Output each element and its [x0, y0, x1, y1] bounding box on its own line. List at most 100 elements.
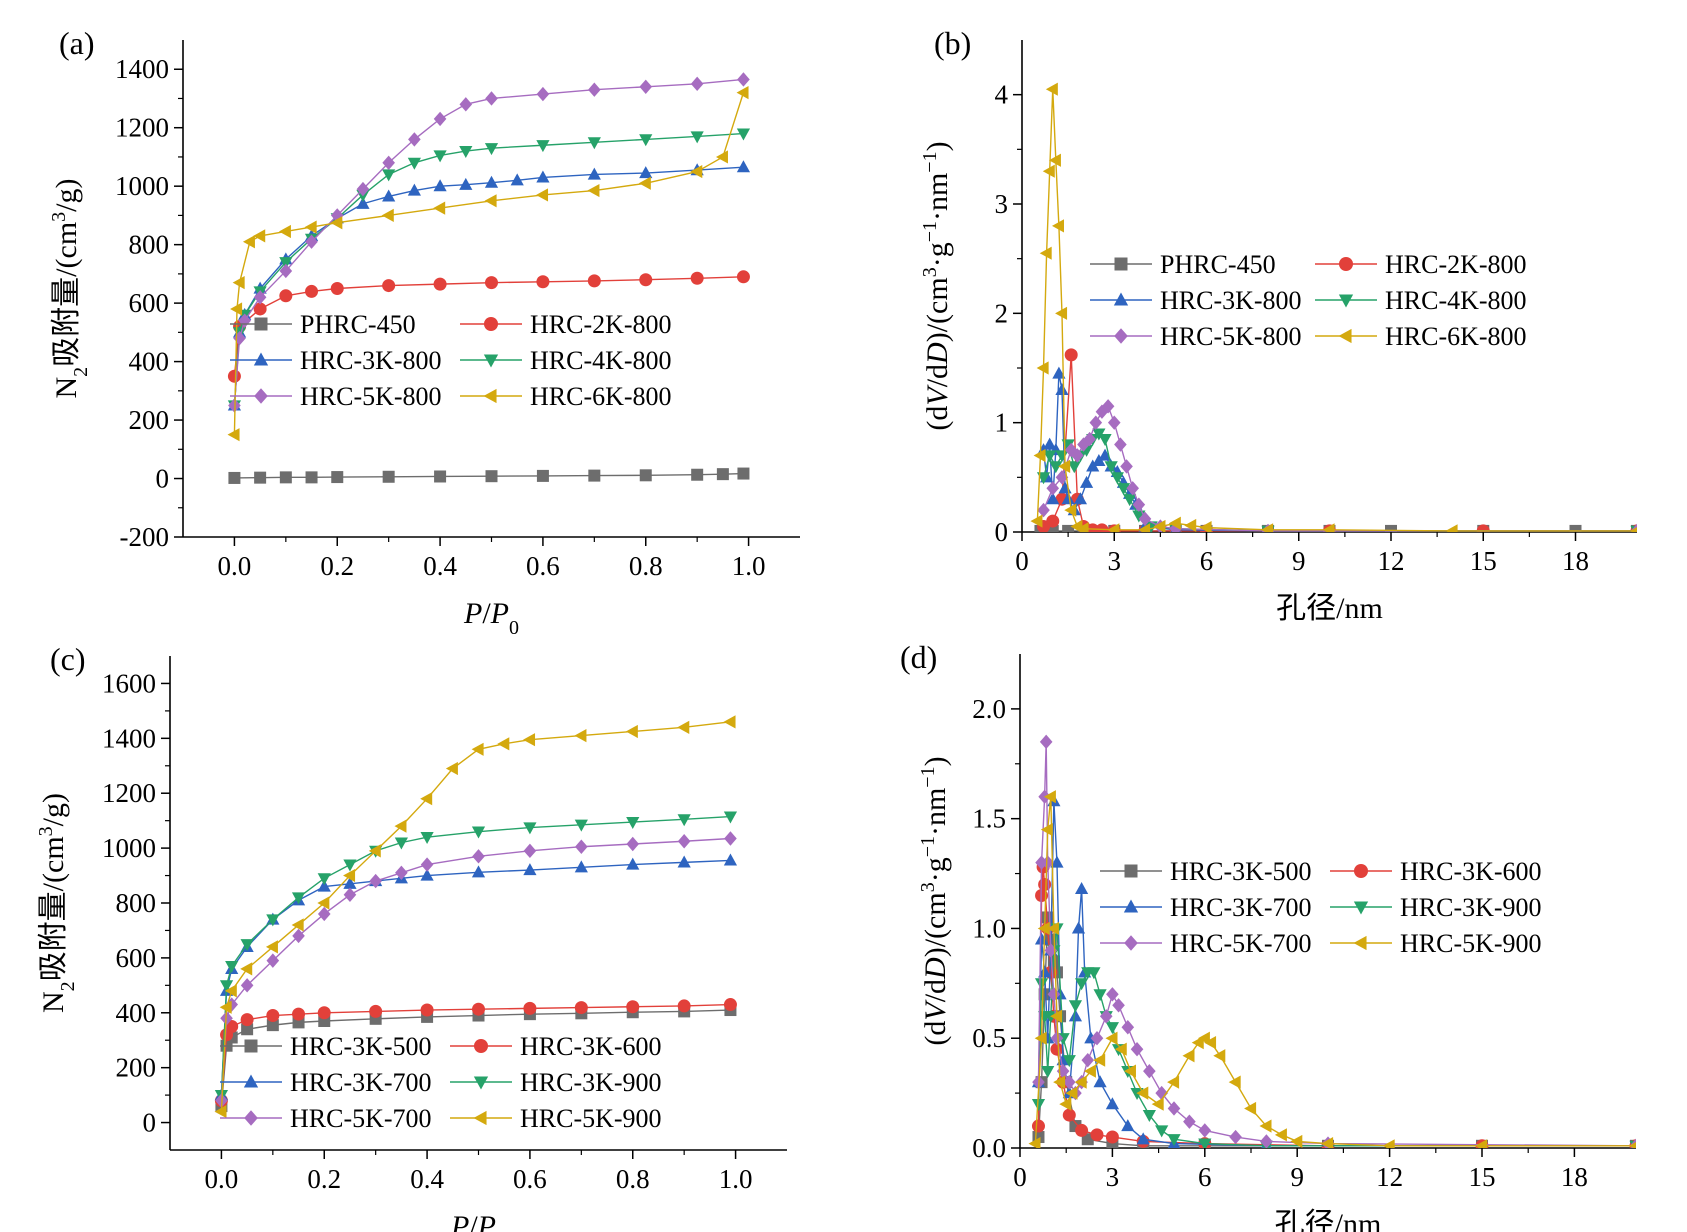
x-tick-label: 0 [1015, 546, 1029, 576]
legend-label: HRC-4K-800 [1385, 286, 1527, 315]
data-point-PHRC-450 [588, 469, 601, 482]
data-point-HRC-3K-900 [1105, 1022, 1119, 1035]
data-point-HRC-5K-800 [1132, 497, 1146, 512]
x-tick-label: 0.8 [616, 1164, 650, 1194]
data-point-HRC-5K-900 [471, 742, 484, 756]
data-point-HRC-3K-900 [1034, 978, 1049, 991]
legend-marker [1353, 935, 1367, 951]
data-point-HRC-3K-600 [723, 998, 737, 1012]
data-point-HRC-6K-800 [715, 150, 728, 164]
data-point-HRC-5K-900 [1114, 1042, 1127, 1056]
data-point-HRC-5K-800 [485, 91, 498, 106]
data-point-PHRC-450 [331, 471, 344, 484]
series-line-HRC-3K-700 [1037, 801, 1636, 1147]
data-point-HRC-5K-700 [1183, 1114, 1196, 1129]
data-point-HRC-5K-800 [639, 79, 653, 94]
data-point-HRC-3K-800 [1061, 492, 1075, 505]
data-point-HRC-3K-700 [723, 853, 738, 866]
y-axis-title: N2吸附量/(cm3/g) [35, 793, 79, 1013]
legend-label: HRC-6K-800 [530, 382, 672, 411]
data-point-HRC-5K-700 [420, 857, 434, 872]
data-point-HRC-5K-900 [1093, 1053, 1106, 1067]
data-point-HRC-3K-700 [1056, 1053, 1070, 1066]
y-tick-label: 1400 [115, 54, 169, 84]
x-tick-label: 18 [1561, 1162, 1588, 1192]
data-point-HRC-3K-900 [677, 814, 691, 827]
data-point-HRC-3K-900 [574, 819, 588, 832]
x-tick-label: 0.2 [320, 551, 354, 581]
legend-marker [254, 388, 268, 404]
data-point-HRC-5K-900 [1475, 1139, 1488, 1148]
data-point-HRC-5K-900 [214, 1104, 227, 1119]
y-tick-label: 2 [995, 298, 1009, 328]
data-point-HRC-3K-900 [291, 892, 306, 905]
data-point-HRC-5K-700 [1090, 1031, 1104, 1046]
data-point-HRC-5K-800 [382, 155, 395, 170]
data-point-HRC-4K-800 [1055, 450, 1069, 463]
data-point-HRC-5K-800 [238, 313, 251, 328]
data-point-HRC-3K-800 [587, 167, 601, 180]
data-point-HRC-3K-800 [407, 183, 421, 196]
data-point-HRC-5K-900 [1034, 1031, 1047, 1045]
data-point-HRC-5K-700 [317, 906, 331, 922]
data-point-HRC-3K-600 [574, 1001, 588, 1015]
data-point-HRC-5K-900 [1629, 1142, 1636, 1148]
x-tick-label: 0.2 [307, 1164, 341, 1194]
data-point-HRC-4K-800 [1049, 461, 1063, 474]
panel-a: -200 0 200 400 600 800 1000 1200 1400 0.0 0.2 0.4 0.… [48, 25, 800, 639]
data-point-HRC-3K-900 [317, 873, 331, 886]
legend-marker [1338, 294, 1354, 308]
data-point-HRC-3K-700 [523, 863, 537, 876]
data-point-HRC-5K-800 [737, 72, 750, 87]
x-tick-label: 1.0 [732, 551, 766, 581]
data-point-HRC-3K-600 [317, 1006, 331, 1020]
data-point-HRC-3K-900 [1031, 1098, 1046, 1111]
data-point-HRC-2K-800 [485, 276, 498, 290]
data-point-HRC-4K-800 [536, 140, 550, 153]
legend-label: HRC-2K-800 [1385, 250, 1527, 279]
x-tick-label: 0.4 [423, 551, 457, 581]
x-tick-label: 18 [1562, 546, 1589, 576]
data-point-HRC-3K-600 [472, 1002, 485, 1016]
data-point-HRC-5K-700 [292, 928, 305, 944]
data-point-HRC-5K-900 [224, 984, 237, 998]
series-line-HRC-3K-900 [1037, 928, 1636, 1147]
y-tick-label: 1.5 [972, 804, 1006, 834]
data-point-HRC-6K-800 [1058, 459, 1071, 473]
data-point-HRC-3K-800 [433, 179, 447, 192]
x-tick-label: 1.0 [719, 1164, 753, 1194]
data-point-HRC-5K-700 [1039, 734, 1053, 750]
series-line-HRC-5K-700 [1037, 741, 1636, 1147]
data-point-HRC-6K-800 [1052, 219, 1064, 233]
data-point-HRC-6K-800 [484, 194, 497, 208]
legend-marker [1123, 899, 1139, 913]
data-point-HRC-3K-900 [225, 961, 239, 974]
data-point-HRC-2K-800 [639, 273, 653, 287]
x-tick-label: 3 [1106, 1162, 1120, 1192]
data-point-PHRC-450 [485, 470, 498, 483]
x-tick-label: 3 [1108, 546, 1122, 576]
data-point-HRC-4K-800 [1067, 461, 1081, 474]
x-tick-label: 12 [1376, 1162, 1403, 1192]
data-point-HRC-5K-900 [523, 733, 536, 747]
data-point-HRC-5K-800 [1101, 399, 1115, 414]
data-point-HRC-3K-700 [574, 860, 588, 873]
y-tick-label: 0 [156, 464, 170, 494]
y-tick-label: 400 [116, 998, 157, 1028]
data-point-PHRC-450 [691, 468, 704, 481]
data-point-HRC-3K-800 [1046, 492, 1060, 505]
data-point-HRC-5K-900 [1046, 921, 1059, 936]
data-point-HRC-5K-700 [1198, 1123, 1212, 1138]
data-point-HRC-6K-800 [232, 276, 245, 290]
x-tick-label: 15 [1470, 546, 1497, 576]
data-point-HRC-3K-600 [1062, 1108, 1076, 1122]
data-point-PHRC-450 [737, 467, 750, 480]
legend-label: HRC-3K-800 [1160, 286, 1302, 315]
data-point-HRC-2K-800 [330, 282, 344, 295]
data-point-HRC-5K-900 [1065, 1086, 1078, 1100]
data-point-HRC-3K-800 [1055, 382, 1069, 395]
data-point-HRC-3K-800 [1058, 481, 1072, 494]
y-tick-label: 200 [129, 405, 170, 435]
data-point-HRC-5K-800 [1071, 448, 1084, 463]
data-point-HRC-5K-800 [233, 331, 246, 346]
